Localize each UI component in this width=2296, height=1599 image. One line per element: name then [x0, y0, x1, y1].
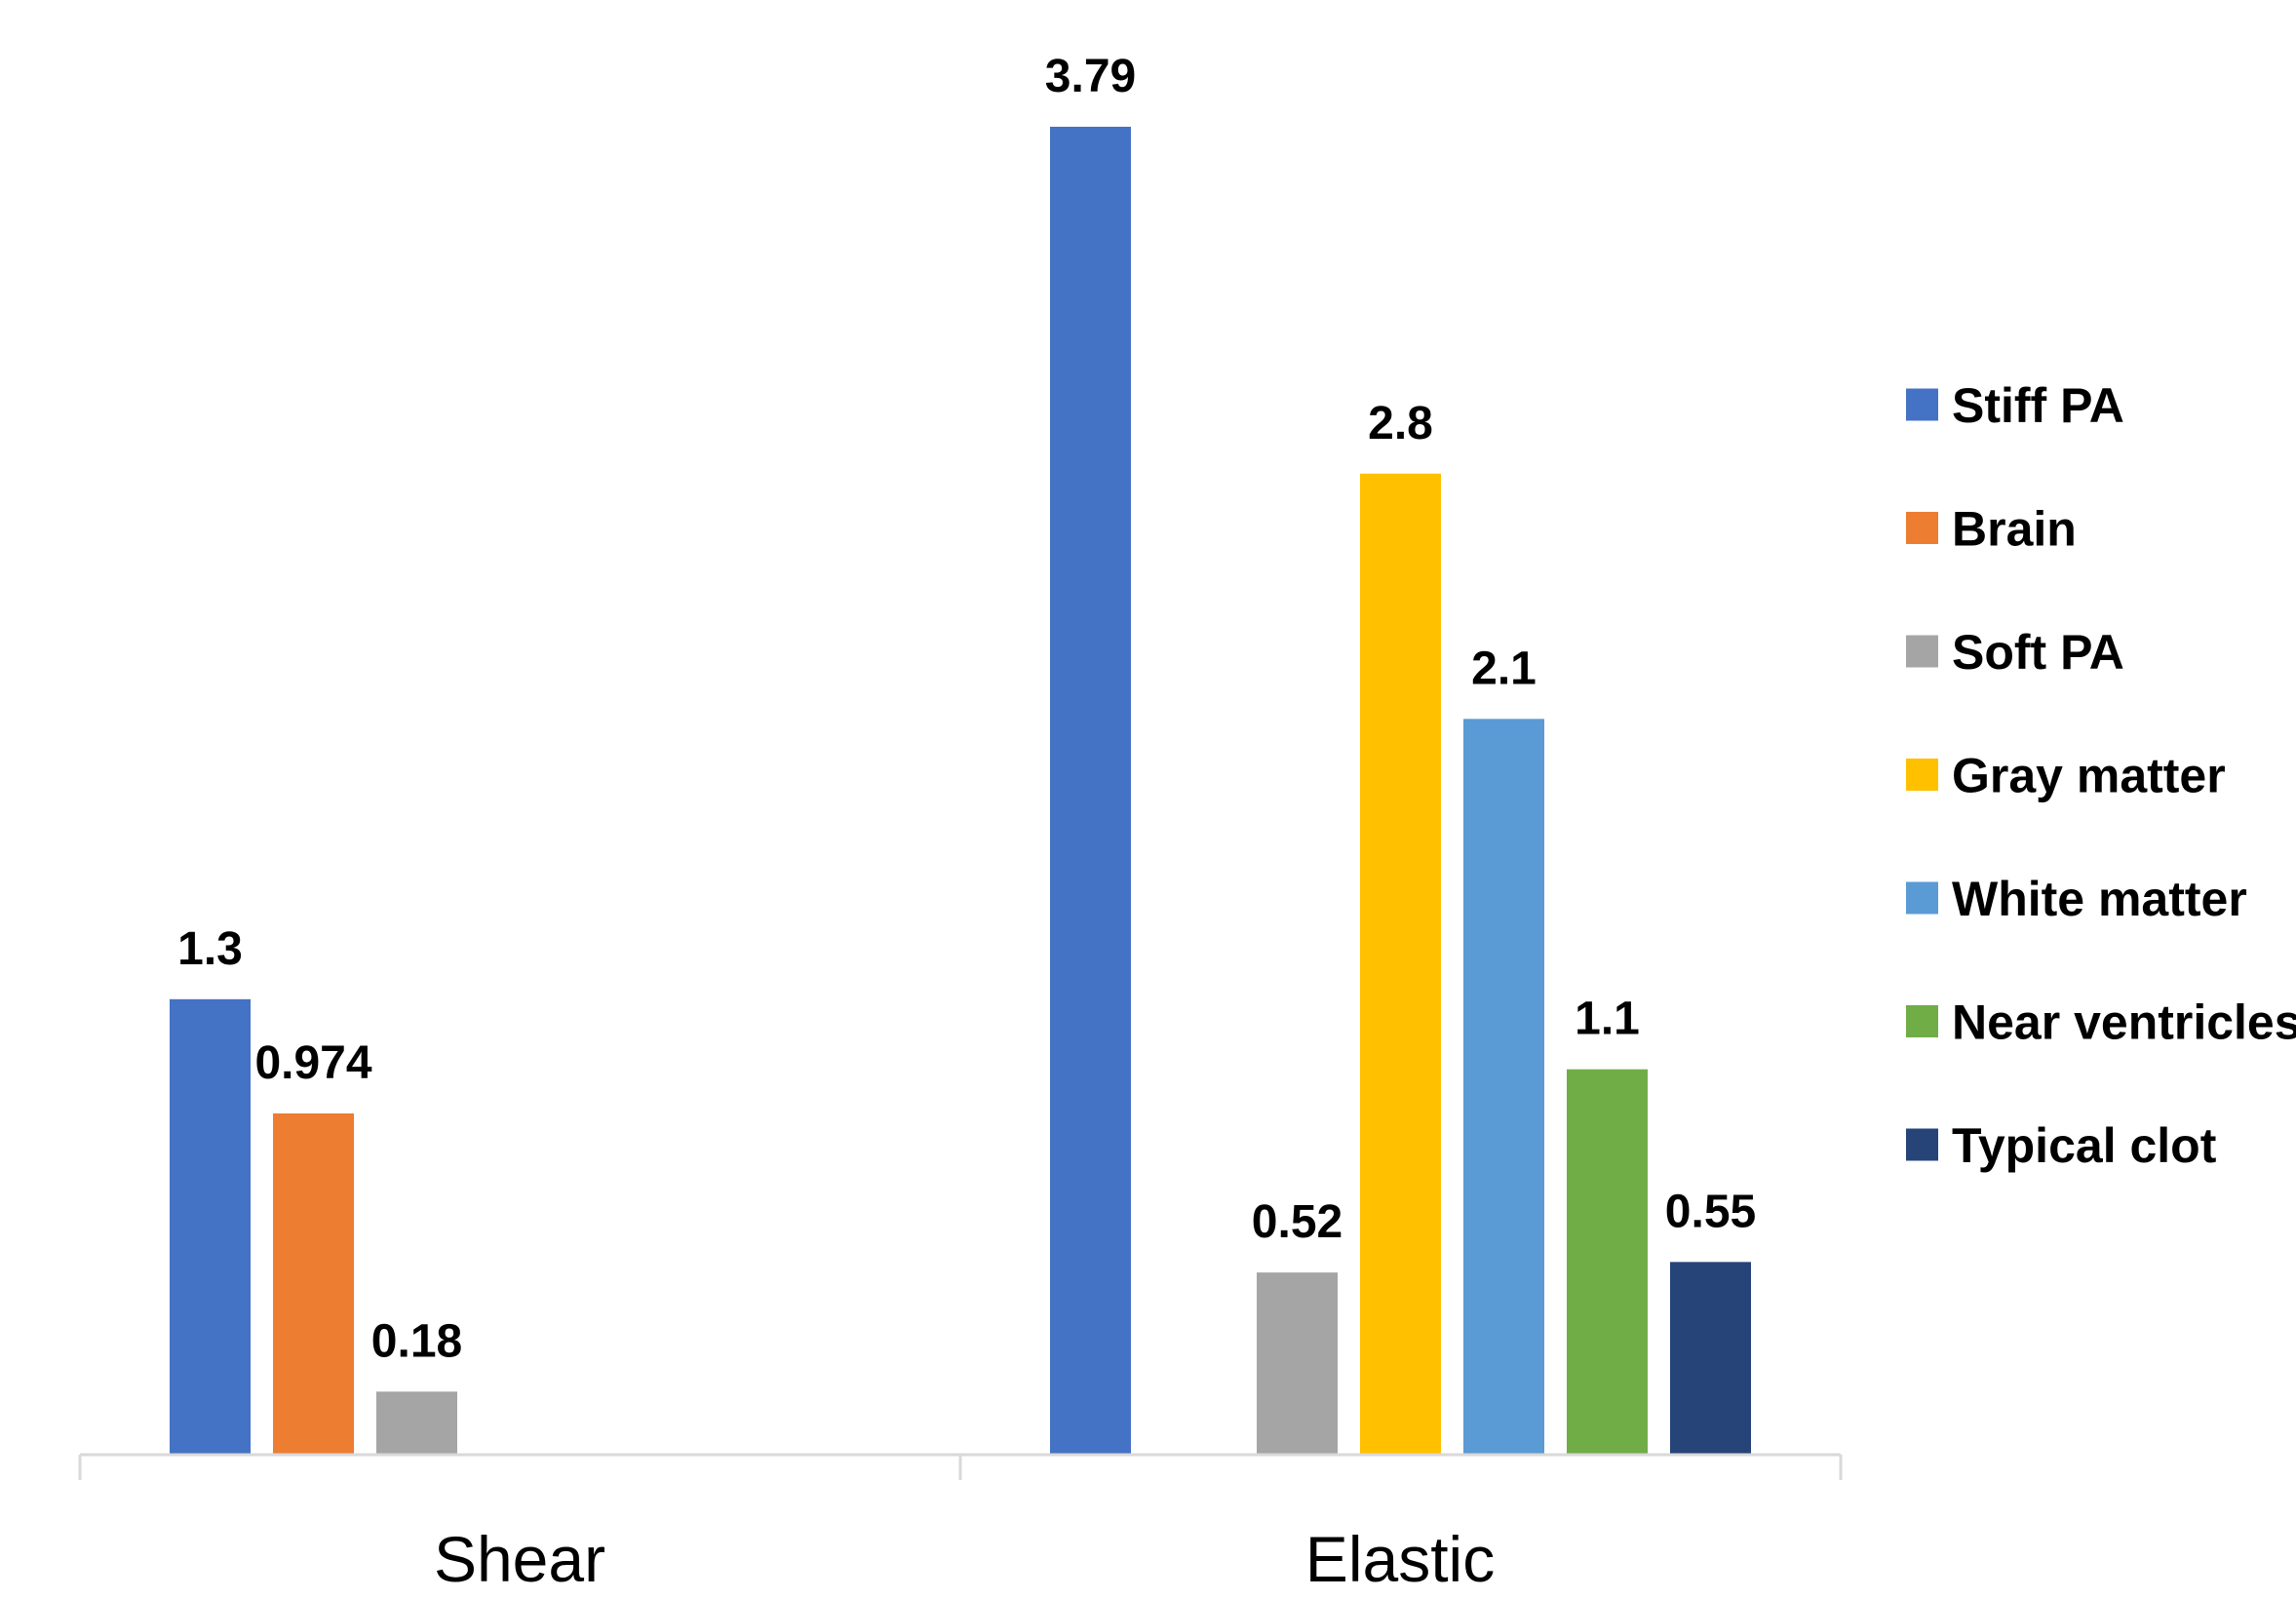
bar-shear-stiff-pa	[170, 998, 251, 1455]
data-label-shear-soft-pa: 0.18	[371, 1315, 462, 1367]
legend-swatch-gray-matter	[1906, 759, 1938, 791]
x-tick-label-elastic: Elastic	[1305, 1523, 1495, 1595]
value-labels-layer: 1.3 0.974 0.18 3.79 0.52 2.8 2.1 1.1 0.55	[177, 51, 1756, 1367]
data-label-shear-stiff-pa: 1.3	[177, 923, 243, 975]
legend-swatch-brain	[1906, 512, 1938, 544]
bar-elastic-stiff-pa	[1050, 127, 1131, 1455]
legend-label-brain: Brain	[1952, 502, 2077, 557]
data-label-shear-brain: 0.974	[254, 1037, 371, 1089]
data-label-elastic-gray-matter: 2.8	[1368, 398, 1433, 449]
x-tick-label-shear: Shear	[434, 1523, 605, 1595]
bar-elastic-typical-clot	[1670, 1262, 1751, 1455]
bar-shear-brain	[273, 1112, 354, 1455]
data-label-elastic-white-matter: 2.1	[1471, 643, 1537, 694]
bar-shear-soft-pa	[376, 1391, 457, 1455]
legend-swatch-white-matter	[1906, 881, 1938, 915]
x-axis: Shear Elastic	[78, 1453, 1843, 1595]
bar-elastic-white-matter	[1463, 719, 1544, 1455]
bar-elastic-gray-matter	[1360, 473, 1441, 1456]
legend-swatch-near-ventricles	[1906, 1005, 1938, 1037]
legend-swatch-typical-clot	[1906, 1128, 1938, 1161]
data-label-elastic-typical-clot: 0.55	[1665, 1186, 1756, 1237]
data-label-elastic-near-ventricles: 1.1	[1575, 994, 1640, 1045]
bar-elastic-near-ventricles	[1567, 1069, 1648, 1455]
data-label-elastic-soft-pa: 0.52	[1252, 1196, 1343, 1248]
legend-label-soft-pa: Soft PA	[1952, 625, 2124, 680]
legend-label-near-ventricles: Near ventricles	[1952, 995, 2296, 1050]
legend-label-gray-matter: Gray matter	[1952, 749, 2226, 803]
legend-swatch-soft-pa	[1906, 635, 1938, 668]
legend-swatch-stiff-pa	[1906, 388, 1938, 421]
legend-label-white-matter: White matter	[1952, 872, 2247, 926]
bar-elastic-soft-pa	[1257, 1272, 1338, 1455]
data-label-elastic-stiff-pa: 3.79	[1045, 51, 1136, 102]
bars-layer	[170, 127, 1751, 1456]
legend-label-typical-clot: Typical clot	[1952, 1118, 2217, 1173]
legend: Stiff PA Brain Soft PA Gray matter White mat…	[1906, 378, 2296, 1173]
legend-label-stiff-pa: Stiff PA	[1952, 378, 2124, 433]
